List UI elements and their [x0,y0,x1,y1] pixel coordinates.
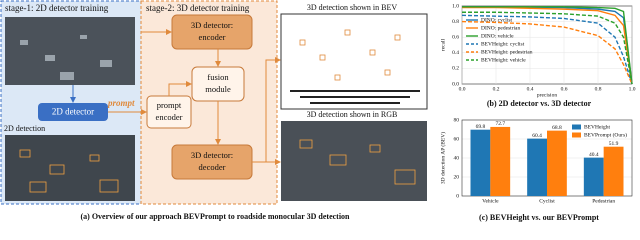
box-line: 3D detector: [191,150,233,160]
y-axis-label: 3D detection AP (BEV) [439,132,446,184]
prompt-label: prompt [107,98,135,108]
pr-curve [461,20,633,85]
pr-curve [462,6,633,85]
detection2d-label: 2D detection [4,124,45,133]
caption: (c) BEVHeight vs. our BEVPrompt [479,213,599,222]
pr-curve [462,6,633,85]
legend-label: BEVPrompt (Ours) [584,131,627,138]
pr-curve [462,11,633,85]
encoder-box: 3D detector: encoder [171,14,253,50]
legend-label: BEVHeight [584,124,610,130]
x-tick-label: 0.8 [595,86,602,92]
bev-points [290,90,420,104]
value-label: 40.4 [589,152,599,158]
y-tick-label: 80 [454,117,460,123]
y-tick-label: 0.8 [452,19,459,25]
y-tick-label: 0.6 [452,34,459,40]
y-axis-label: recall [440,38,446,51]
x-tick-label: 0.0 [459,86,466,92]
legend-label: DINO: vehicle [481,33,514,39]
detector2d-box [38,103,108,121]
box-line: encoder [156,112,183,122]
x-tick-label: Pedestrian [592,198,615,204]
pr-curve [461,14,633,85]
arrows [141,29,281,165]
legend-swatch [572,132,581,138]
rgb-boxes [299,139,416,185]
value-label: 68.8 [552,125,562,131]
box [171,14,253,50]
y-tick-label: 20 [454,174,460,180]
cars [20,35,112,80]
fusion-box: fusion module [191,66,245,102]
rgb-title: 3D detection shown in RGB [307,110,398,119]
box-line: prompt [157,100,182,110]
bev-image [280,13,428,110]
caption: (b) 2D detector vs. 3D detector [487,99,592,108]
legend-swatch [572,124,581,130]
page: stage-1: 2D detector training stage-2: 3… [0,0,636,222]
box-line: module [205,84,231,94]
bar [603,146,624,196]
x-tick-label: Cyclist [539,198,555,204]
bar [470,129,491,196]
y-tick-label: 60 [454,136,460,142]
bev-title: 3D detection shown in BEV [307,3,397,12]
y-tick-label: 0.4 [452,50,459,56]
box-line: 3D detector: [191,20,233,30]
x-tick-label: 0.2 [493,86,500,92]
y-tick-label: 0 [456,193,459,199]
value-label: 51.9 [609,141,619,147]
figure: stage-1: 2D detector training stage-2: 3… [0,0,636,222]
detector2d-label: 2D detector [52,107,94,117]
x-tick-label: 0.6 [561,86,568,92]
rgb-image [281,121,427,201]
legend-label: BEVHeight: vehicle [481,57,526,63]
caption-a: (a) Overview of our approach BEVPrompt t… [80,212,350,221]
value-label: 60.4 [532,133,542,139]
detection-image [5,135,135,201]
bar [527,138,547,196]
legend-label: DINO: pedestrian [481,25,521,31]
decoder-box: 3D detector: decoder [171,144,253,180]
bar [490,126,511,196]
bev-boxes [299,29,401,81]
x-tick-label: Vehicle [482,198,499,204]
x-tick-label: 0.4 [527,86,534,92]
y-tick-label: 40 [454,155,460,161]
x-tick-label: 1.0 [629,86,636,92]
box-line: decoder [199,162,226,172]
box-line: encoder [199,32,226,42]
legend-label: BEVHeight: cyclist [481,41,525,47]
x-axis-label: precision [537,92,557,98]
stage1-label: stage-1: 2D detector training [5,3,109,13]
legend-label: DINO: cyclist [481,17,512,23]
prompt-encoder-box: prompt encoder [146,95,192,129]
box-line: fusion [207,72,229,82]
y-tick-label: 0.2 [452,66,459,72]
bar [547,130,567,196]
legend-label: BEVHeight: pedestrian [481,49,533,55]
y-tick-label: 0.0 [452,81,459,87]
boxes [19,149,119,193]
bar [583,157,604,196]
stage2-label: stage-2: 3D detector training [146,3,250,13]
y-tick-label: 1.0 [452,3,459,9]
value-label: 69.8 [476,124,486,130]
value-label: 72.7 [495,121,505,127]
